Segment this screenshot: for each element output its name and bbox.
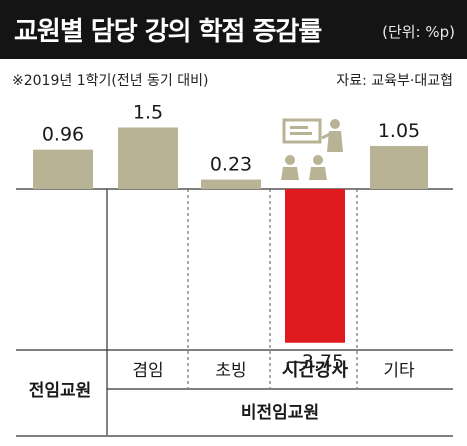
source-label: 자료: 교육부·대교협: [336, 73, 453, 89]
bar-3: [285, 189, 345, 343]
period-note: ※2019년 1학기(전년 동기 대비): [12, 73, 209, 89]
value-label-1: 1.5: [133, 102, 163, 124]
category-label-4: 기타: [383, 361, 415, 381]
group-label-fulltime: 전임교원: [29, 380, 92, 401]
bar-0: [33, 149, 93, 189]
category-label-2: 초빙: [215, 361, 246, 381]
chart-title: 교원별 담당 강의 학점 증감률: [14, 17, 322, 47]
lecturer-icon: [281, 118, 343, 180]
value-label-4: 1.05: [378, 120, 420, 142]
value-label-0: 0.96: [42, 124, 84, 146]
bar-4: [370, 145, 428, 189]
bar-2: [201, 179, 261, 189]
category-label-1: 겸임: [132, 361, 163, 381]
value-label-2: 0.23: [210, 154, 252, 176]
group-label-nonfulltime: 비전임교원: [241, 402, 319, 423]
category-label-3: 시간강사: [282, 360, 349, 381]
bar-1: [118, 127, 178, 189]
unit-label: (단위: %p): [382, 23, 455, 41]
chart-header: 교원별 담당 강의 학점 증감률 (단위: %p): [0, 0, 467, 59]
value-label-3: −3.75: [286, 351, 344, 373]
